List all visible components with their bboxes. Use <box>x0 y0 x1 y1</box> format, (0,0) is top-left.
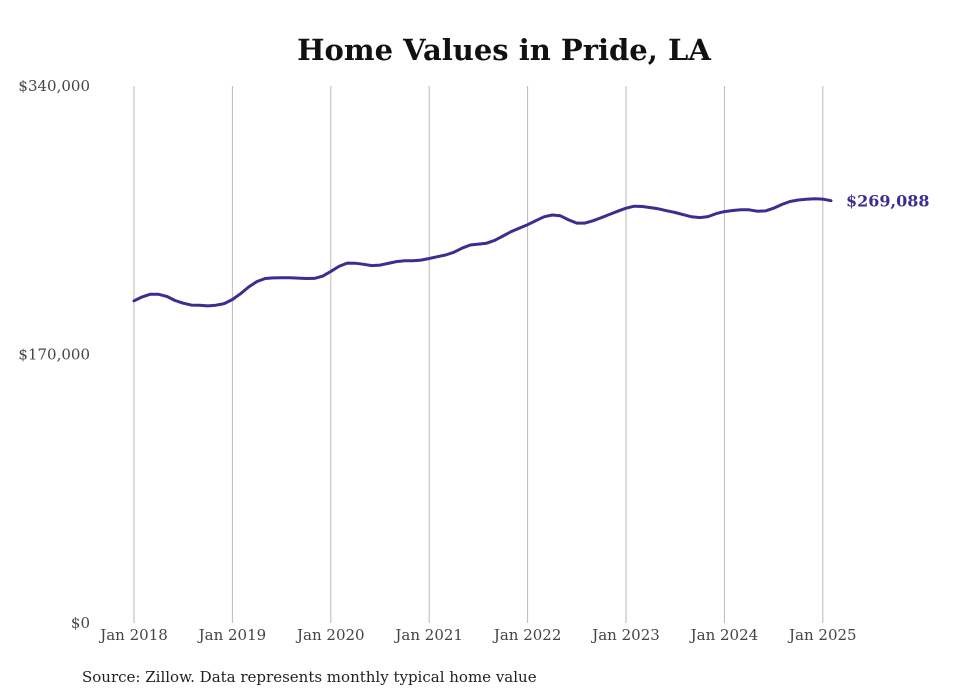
x-tick-label: Jan 2024 <box>689 626 759 644</box>
series-layer: $269,088 <box>132 192 930 308</box>
x-tick-label: Jan 2018 <box>98 626 168 644</box>
x-tick-label: Jan 2025 <box>787 626 857 644</box>
x-tick-label: Jan 2020 <box>295 626 365 644</box>
series-line <box>132 197 833 308</box>
x-tick-label: Jan 2021 <box>393 626 463 644</box>
chart-title: Home Values in Pride, LA <box>297 33 711 67</box>
x-tick-label: Jan 2019 <box>197 626 267 644</box>
x-tick-label: Jan 2022 <box>492 626 562 644</box>
y-axis: $0 $170,000 $340,000 <box>18 77 90 632</box>
x-tick-label: Jan 2023 <box>590 626 660 644</box>
x-axis: Jan 2018 Jan 2019 Jan 2020 Jan 2021 Jan 2022… <box>98 626 856 644</box>
end-value-label: $269,088 <box>846 192 930 211</box>
y-tick-label: $340,000 <box>18 77 90 95</box>
source-note: Source: Zillow. Data represents monthly … <box>82 668 537 686</box>
gridlines <box>133 86 824 623</box>
y-tick-label: $170,000 <box>18 346 90 364</box>
y-tick-label: $0 <box>71 614 90 632</box>
